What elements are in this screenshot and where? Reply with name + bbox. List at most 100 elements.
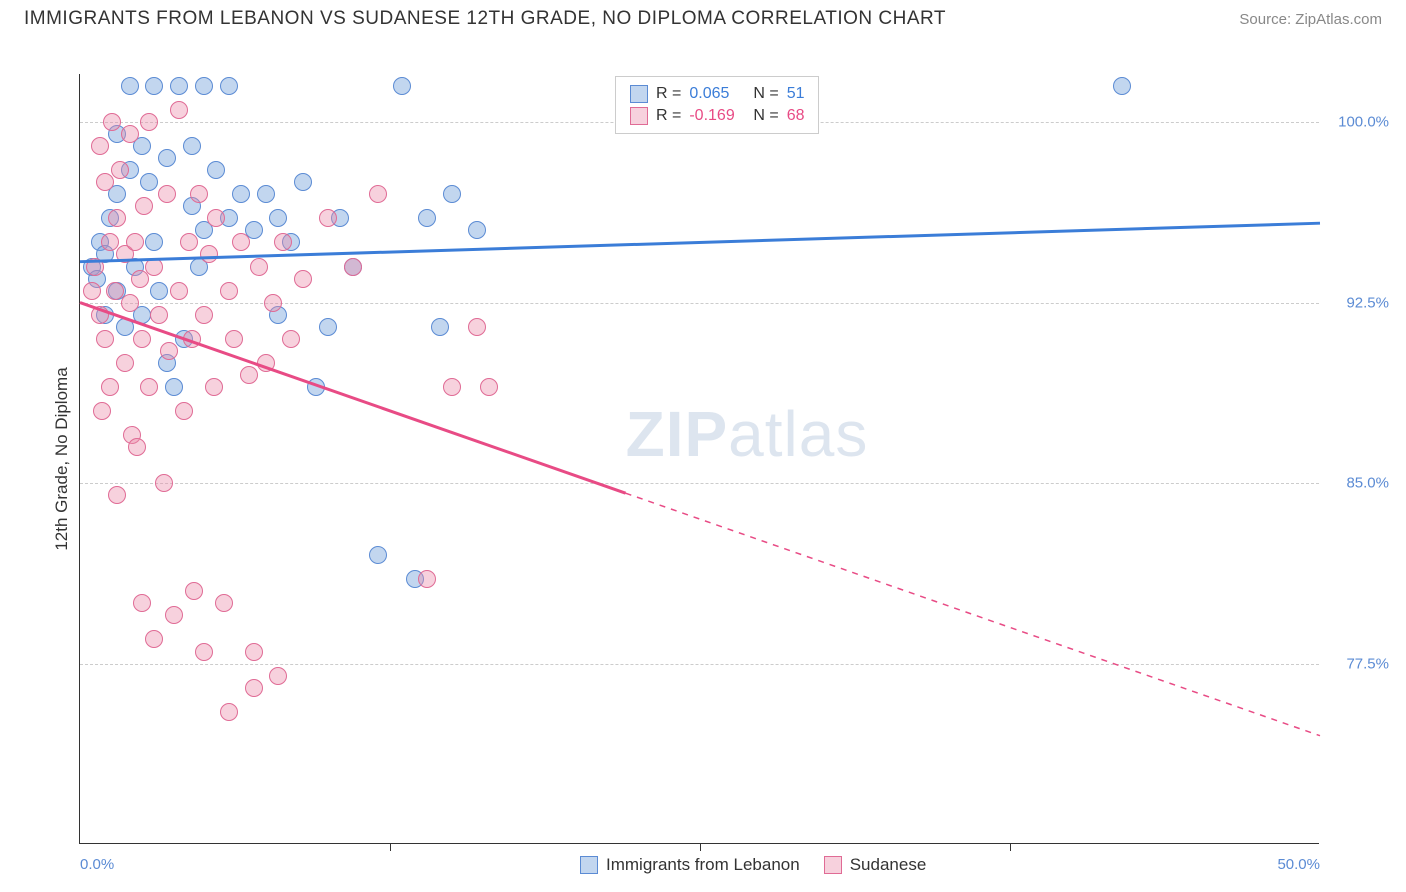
y-tick-label: 77.5% xyxy=(1346,655,1389,672)
scatter-point xyxy=(86,258,104,276)
watermark: ZIPatlas xyxy=(626,397,869,471)
legend-series-name: Immigrants from Lebanon xyxy=(606,855,800,875)
scatter-point xyxy=(294,173,312,191)
legend-row: R =0.065N =51 xyxy=(630,83,804,105)
scatter-point xyxy=(232,185,250,203)
scatter-point xyxy=(468,221,486,239)
scatter-point xyxy=(200,245,218,263)
scatter-point xyxy=(140,113,158,131)
scatter-point xyxy=(207,161,225,179)
scatter-point xyxy=(93,402,111,420)
scatter-point xyxy=(96,173,114,191)
legend-r-label: R = xyxy=(656,107,681,125)
scatter-point xyxy=(245,643,263,661)
scatter-point xyxy=(96,330,114,348)
scatter-point xyxy=(195,306,213,324)
scatter-point xyxy=(1113,77,1131,95)
source-link[interactable]: ZipAtlas.com xyxy=(1295,11,1382,28)
scatter-point xyxy=(83,282,101,300)
legend-swatch xyxy=(630,107,648,125)
legend-swatch xyxy=(824,856,842,874)
scatter-point xyxy=(180,233,198,251)
scatter-point xyxy=(220,77,238,95)
scatter-point xyxy=(150,306,168,324)
scatter-point xyxy=(418,570,436,588)
scatter-point xyxy=(319,209,337,227)
scatter-point xyxy=(220,282,238,300)
scatter-point xyxy=(185,582,203,600)
y-tick-label: 92.5% xyxy=(1346,294,1389,311)
scatter-point xyxy=(195,77,213,95)
gridline-horizontal xyxy=(80,664,1319,665)
chart-header: IMMIGRANTS FROM LEBANON VS SUDANESE 12TH… xyxy=(0,0,1406,34)
legend-r-value: -0.169 xyxy=(689,107,745,125)
scatter-point xyxy=(135,197,153,215)
scatter-point xyxy=(257,185,275,203)
scatter-point xyxy=(205,378,223,396)
scatter-point xyxy=(245,679,263,697)
scatter-point xyxy=(468,318,486,336)
scatter-point xyxy=(195,643,213,661)
scatter-point xyxy=(131,270,149,288)
scatter-point xyxy=(126,233,144,251)
scatter-point xyxy=(160,342,178,360)
scatter-point xyxy=(165,606,183,624)
scatter-point xyxy=(121,294,139,312)
scatter-point xyxy=(165,378,183,396)
scatter-point xyxy=(264,294,282,312)
scatter-point xyxy=(274,233,292,251)
legend-n-value: 51 xyxy=(787,85,805,103)
trend-line-dashed xyxy=(626,493,1320,736)
scatter-point xyxy=(215,594,233,612)
y-axis-label: 12th Grade, No Diploma xyxy=(52,367,72,550)
scatter-point xyxy=(128,438,146,456)
scatter-point xyxy=(111,161,129,179)
scatter-point xyxy=(190,185,208,203)
correlation-legend: R =0.065N =51R =-0.169N =68 xyxy=(615,76,819,134)
scatter-point xyxy=(103,113,121,131)
legend-row: R =-0.169N =68 xyxy=(630,105,804,127)
legend-n-label: N = xyxy=(753,85,778,103)
scatter-point xyxy=(393,77,411,95)
scatter-point xyxy=(183,137,201,155)
scatter-point xyxy=(140,378,158,396)
scatter-point xyxy=(369,185,387,203)
scatter-point xyxy=(133,594,151,612)
scatter-point xyxy=(175,402,193,420)
scatter-point xyxy=(294,270,312,288)
scatter-point xyxy=(344,258,362,276)
scatter-point xyxy=(257,354,275,372)
scatter-point xyxy=(145,258,163,276)
x-tick-label: 0.0% xyxy=(80,856,114,873)
scatter-point xyxy=(155,474,173,492)
scatter-point xyxy=(116,354,134,372)
chart-title: IMMIGRANTS FROM LEBANON VS SUDANESE 12TH… xyxy=(24,8,946,30)
scatter-point xyxy=(319,318,337,336)
scatter-point xyxy=(133,330,151,348)
source-prefix: Source: xyxy=(1239,11,1295,28)
source-attribution: Source: ZipAtlas.com xyxy=(1239,11,1382,28)
scatter-point xyxy=(282,330,300,348)
trend-line-solid xyxy=(80,303,626,494)
legend-swatch xyxy=(580,856,598,874)
legend-r-label: R = xyxy=(656,85,681,103)
legend-item: Immigrants from Lebanon xyxy=(580,855,800,875)
scatter-point xyxy=(250,258,268,276)
scatter-point xyxy=(443,378,461,396)
scatter-point xyxy=(170,77,188,95)
x-tick xyxy=(390,843,391,851)
y-tick-label: 100.0% xyxy=(1338,114,1389,131)
scatter-point xyxy=(145,233,163,251)
x-tick xyxy=(1010,843,1011,851)
scatter-point xyxy=(145,630,163,648)
legend-item: Sudanese xyxy=(824,855,927,875)
scatter-point xyxy=(150,282,168,300)
series-legend: Immigrants from Lebanon Sudanese xyxy=(580,855,926,875)
scatter-point xyxy=(307,378,325,396)
legend-swatch xyxy=(630,85,648,103)
scatter-point xyxy=(232,233,250,251)
scatter-point xyxy=(431,318,449,336)
scatter-point xyxy=(369,546,387,564)
y-tick-label: 85.0% xyxy=(1346,475,1389,492)
scatter-point xyxy=(101,378,119,396)
